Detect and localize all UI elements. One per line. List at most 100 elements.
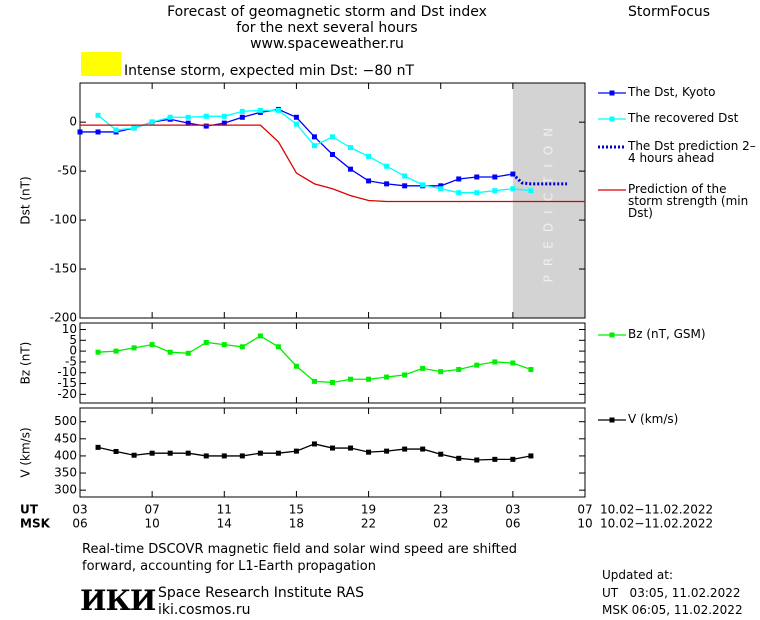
data-point	[311, 378, 317, 384]
y-tick-label: 350	[54, 466, 77, 480]
data-point	[149, 119, 155, 125]
data-point	[239, 114, 245, 120]
data-point	[330, 379, 335, 385]
site: iki.cosmos.ru	[158, 602, 251, 618]
data-point	[456, 455, 462, 461]
data-point	[293, 363, 299, 369]
data-point	[492, 456, 498, 462]
x-tick-label: 22	[361, 517, 376, 531]
y-tick-label: -15	[57, 376, 77, 390]
title-line: Forecast of geomagnetic storm and Dst in…	[167, 4, 487, 20]
y-tick-label: 10	[62, 322, 77, 336]
data-point	[348, 376, 354, 382]
status-swatch	[81, 52, 121, 76]
legend-label: V (km/s)	[628, 412, 679, 426]
legend-label: Prediction of the storm strength (min Ds…	[628, 182, 749, 220]
y-tick-label: 0	[69, 115, 77, 129]
data-point	[438, 183, 444, 189]
data-point	[203, 453, 209, 459]
data-point	[275, 450, 281, 456]
y-tick-label: -100	[50, 213, 77, 227]
legend-label: The Dst prediction 2–4 hours ahead	[628, 139, 756, 165]
data-point	[366, 449, 372, 455]
series-line	[97, 335, 532, 384]
data-point	[131, 452, 137, 458]
data-point	[239, 344, 245, 350]
data-point	[95, 129, 101, 135]
data-point	[402, 446, 408, 452]
data-point	[185, 350, 191, 356]
x-tick-label: 11	[217, 503, 232, 517]
data-point	[474, 362, 480, 368]
x-tick-label: 14	[217, 517, 232, 531]
data-point	[113, 127, 119, 133]
data-point	[366, 376, 372, 382]
data-point	[510, 360, 516, 366]
data-point	[456, 190, 462, 196]
data-point	[221, 120, 227, 126]
logo: ИКИ	[80, 584, 156, 617]
data-point	[384, 181, 390, 187]
series-line	[97, 109, 531, 194]
x-tick-label: 03	[72, 503, 87, 517]
data-point	[95, 444, 101, 450]
legend-marker	[609, 332, 615, 338]
data-point	[149, 450, 155, 456]
data-point	[311, 143, 317, 149]
data-point	[348, 445, 354, 451]
x-tick-label: 10	[577, 517, 592, 531]
data-point	[275, 107, 281, 113]
data-point	[330, 151, 335, 157]
data-point	[420, 182, 426, 188]
date-range: 10.02−11.02.2022	[600, 517, 713, 531]
data-point	[203, 113, 209, 119]
data-point	[203, 339, 209, 345]
y-axis-label: Bz (nT)	[19, 342, 33, 385]
data-point	[275, 344, 281, 350]
legend-label: Bz (nT, GSM)	[628, 327, 706, 341]
x-tick-label: 07	[145, 503, 160, 517]
data-point	[528, 366, 534, 372]
y-tick-label: 0	[69, 344, 77, 358]
data-point	[311, 134, 317, 140]
data-point	[203, 123, 209, 129]
data-point	[402, 173, 408, 179]
legend-label: The Dst, Kyoto	[628, 85, 716, 99]
data-point	[113, 348, 119, 354]
data-point	[131, 125, 137, 131]
data-point	[348, 166, 354, 172]
data-point	[293, 121, 299, 127]
x-tick-label: 23	[433, 503, 448, 517]
data-point	[257, 333, 263, 339]
data-point	[456, 176, 462, 182]
date-range: 10.02−11.02.2022	[600, 503, 713, 517]
data-point	[221, 342, 227, 348]
data-point	[293, 114, 299, 120]
data-point	[185, 450, 191, 456]
data-point	[474, 457, 480, 463]
y-tick-label: -50	[57, 164, 77, 178]
x-tick-label: 15	[289, 503, 304, 517]
data-point	[167, 114, 173, 120]
data-point	[438, 186, 444, 192]
data-point	[510, 186, 516, 192]
y-tick-label: 300	[54, 483, 77, 497]
data-point	[402, 372, 408, 378]
data-point	[456, 366, 462, 372]
legend-marker	[609, 116, 615, 122]
data-point	[474, 190, 480, 196]
plot-frame	[79, 322, 586, 404]
data-point	[492, 188, 498, 194]
data-point	[77, 129, 83, 135]
updated-title: Updated at:	[602, 568, 673, 582]
data-point	[311, 441, 317, 447]
data-point	[95, 349, 101, 355]
data-point	[420, 446, 426, 452]
data-point	[185, 114, 191, 120]
y-tick-label: -10	[57, 365, 77, 379]
data-point	[528, 188, 534, 194]
x-tick-label: 03	[505, 503, 520, 517]
y-tick-label: -20	[57, 387, 77, 401]
